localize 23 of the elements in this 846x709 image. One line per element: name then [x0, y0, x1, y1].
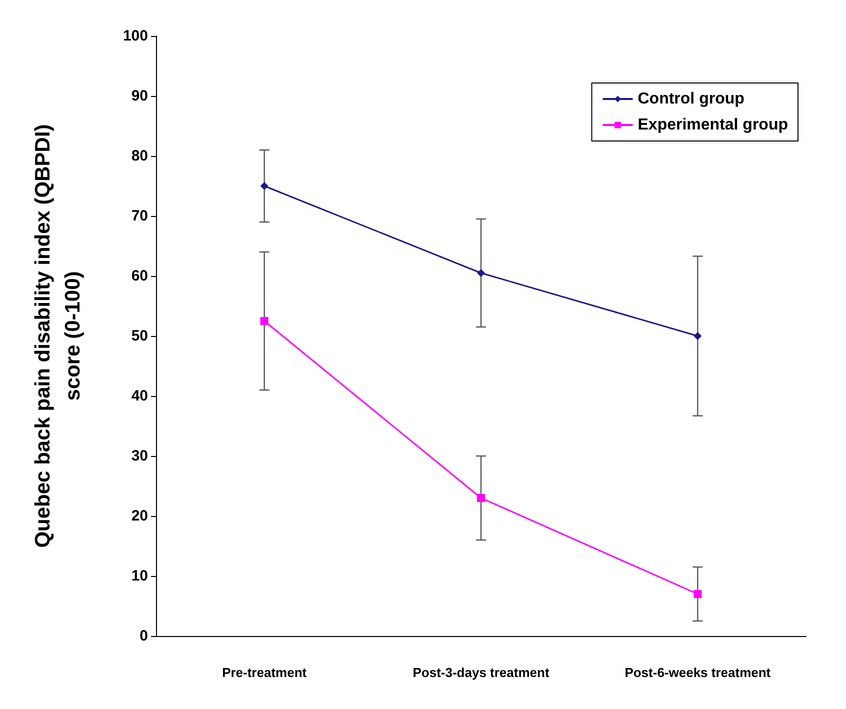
point	[694, 332, 702, 340]
x-tick-label: Post-3-days treatment	[412, 665, 550, 680]
x-tick-label: Pre-treatment	[222, 665, 308, 680]
y-tick-label: 60	[131, 268, 148, 284]
y-tick-label: 70	[131, 208, 148, 224]
y-tick-label: 100	[122, 28, 148, 44]
point	[477, 494, 485, 502]
point	[477, 269, 485, 277]
point	[260, 317, 268, 325]
point	[694, 590, 702, 598]
y-tick-label: 50	[131, 328, 148, 344]
y-tick-label: 30	[131, 448, 148, 464]
y-tick-label: 10	[131, 568, 148, 584]
y-tick-label: 80	[131, 148, 148, 164]
y-axis-title: Quebec back pain disability index (QBPDI) score (0-100)	[32, 124, 84, 548]
y-tick-label: 0	[140, 628, 148, 644]
y-tick-label: 40	[131, 388, 148, 404]
point	[260, 182, 268, 190]
y-tick-label: 20	[131, 508, 148, 524]
legend-label: Experimental group	[638, 116, 788, 134]
x-tick-label: Post-6-weeks treatment	[624, 665, 772, 680]
legend-label: Control group	[638, 90, 745, 108]
y-tick-label: 90	[131, 88, 148, 104]
